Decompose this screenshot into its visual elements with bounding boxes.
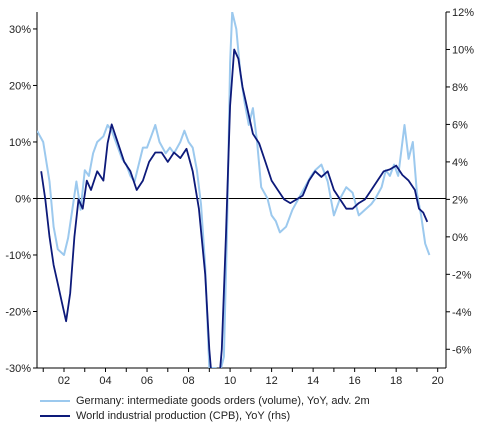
y-left-tick-label: 20% [9,80,31,92]
x-tick-label: 20 [432,375,444,387]
y-right-tick-label: 8% [452,82,468,94]
y-right-tick-label: 2% [452,194,468,206]
x-tick-label: 12 [265,375,277,387]
legend-swatch-germany [40,399,70,402]
y-right-tick-label: -4% [452,307,472,319]
y-left-tick-label: -20% [5,306,31,318]
legend-item-germany: Germany: intermediate goods orders (volu… [40,393,370,408]
x-tick-label: 02 [58,375,70,387]
y-right-tick-label: 6% [452,119,468,131]
y-left-tick-label: 30% [9,24,31,36]
y-left-tick-label: -30% [5,363,31,375]
y-right-tick-label: 0% [452,232,468,244]
legend: Germany: intermediate goods orders (volu… [40,393,370,423]
y-right-tick-label: 10% [452,44,474,56]
series-line-1 [40,48,429,368]
legend-item-world-ip: World industrial production (CPB), YoY (… [40,408,370,423]
legend-swatch-world-ip [40,414,70,417]
legend-label-world-ip: World industrial production (CPB), YoY (… [76,409,291,422]
y-left-tick-label: 10% [9,137,31,149]
x-tick-label: 10 [224,375,236,387]
series-group [37,12,431,368]
y-right-tick-label: -2% [452,269,472,281]
tick-labels: 30% 20% 10% 0% -10% -20% -30% 12% 10% 8% 6% 4% 2% 0% -… [5,7,474,387]
y-left-tick-label: 0% [15,193,31,205]
x-tick-label: 08 [182,375,194,387]
x-tick-label: 18 [390,375,402,387]
legend-label-germany: Germany: intermediate goods orders (volu… [76,394,370,407]
x-tick-label: 04 [99,375,111,387]
y-left-tick-label: -10% [5,250,31,262]
y-right-tick-label: 4% [452,157,468,169]
axes [33,11,450,372]
x-tick-label: 14 [307,375,319,387]
x-tick-label: 16 [349,375,361,387]
x-tick-label: 06 [141,375,153,387]
y-right-tick-label: 12% [452,7,474,19]
y-right-tick-label: -6% [452,344,472,356]
series-line-0 [37,12,431,368]
